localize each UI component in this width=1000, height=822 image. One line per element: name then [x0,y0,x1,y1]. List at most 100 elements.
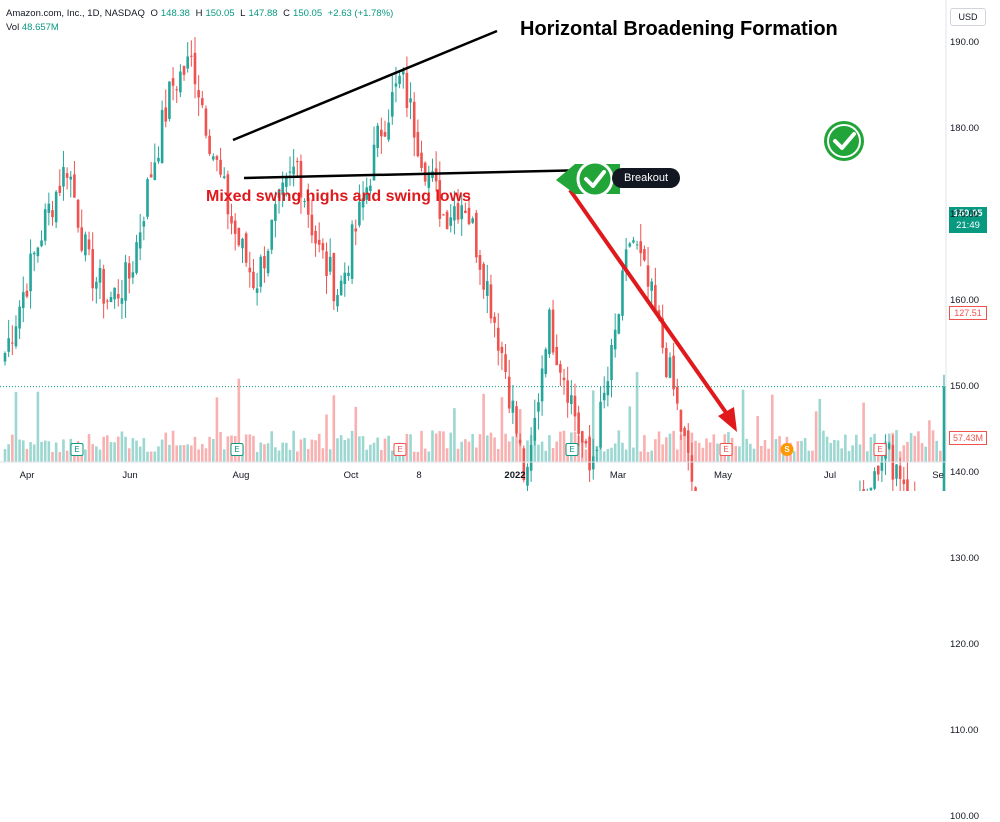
candle [212,153,215,161]
candle [18,300,21,339]
volume-bar [110,442,113,462]
volume-bar [913,436,916,462]
candle [88,232,91,256]
candle [420,141,423,172]
candle [621,266,624,320]
candle [340,275,343,296]
volume-bar [639,451,642,462]
candle [259,254,262,292]
candle [913,482,916,491]
candle [574,384,577,432]
volume-bar [446,448,449,462]
candle [559,361,562,387]
volume-bar [661,444,664,462]
price-tick-label: 130.00 [950,553,979,564]
volume-bar [7,444,10,462]
volume-bar [66,451,69,462]
volume-bar [274,447,277,462]
candle [11,325,14,355]
time-tick-label: Oct [344,470,359,481]
candle [431,159,434,182]
volume-bar [106,435,109,462]
volume-bar [636,372,639,462]
candle [373,126,376,180]
candle [555,334,558,365]
earnings-marker[interactable]: E [231,443,244,456]
candle [146,177,149,219]
volume-bar [438,431,441,462]
candle [194,37,197,98]
candle [292,149,295,186]
candle [639,224,642,266]
candle [870,487,873,491]
candle [245,232,248,267]
volume-bar [745,439,748,462]
candle [110,292,113,302]
candle [157,146,160,164]
horizontal-trendline-top [233,31,497,140]
volume-bar [336,438,339,462]
volume-bar [186,444,189,462]
candle [895,464,898,486]
volume-bar [351,431,354,462]
volume-layer [4,372,946,462]
volume-bar [628,406,631,462]
dividend-marker[interactable]: S [781,443,794,456]
candle [26,283,29,298]
volume-bar [895,430,898,462]
volume-bar [208,437,211,462]
volume-bar [296,451,299,462]
candle [533,400,536,446]
candle [33,251,36,271]
volume-bar [113,442,116,462]
low-price-tag: 127.51 [949,306,987,320]
candlestick-chart[interactable] [0,0,1000,491]
volume-bar [815,411,818,462]
time-tick-label: 8 [416,470,421,481]
volume-bar [906,442,909,462]
candle [877,465,880,481]
volume-bar [88,434,91,462]
currency-button[interactable]: USD [950,8,986,26]
volume-bar [102,437,105,462]
candle [241,238,244,263]
candle [121,280,124,319]
volume-bar [493,437,496,462]
volume-bar [713,434,716,462]
candle [409,82,412,119]
volume-bar [29,442,32,462]
candle [190,40,193,66]
candle [387,109,390,141]
earnings-marker[interactable]: E [566,443,579,456]
candle [256,273,259,306]
volume-bar [121,432,124,462]
candle [906,463,909,491]
candle [343,262,346,296]
candle [442,214,445,216]
earnings-marker[interactable]: E [874,443,887,456]
candle [603,376,606,408]
volume-bar [303,438,306,462]
volume-bar [428,452,431,462]
volume-bar [40,442,43,462]
volume-bar [365,450,368,462]
check-icon [824,121,864,161]
volume-bar [179,445,182,462]
volume-bar [424,449,427,462]
time-tick-label: Jul [824,470,836,481]
candle [106,299,109,310]
breakout-label: Breakout [612,168,680,188]
volume-bar [482,394,485,462]
earnings-marker[interactable]: E [720,443,733,456]
volume-bar [512,436,515,462]
earnings-marker[interactable]: E [71,443,84,456]
volume-bar [837,440,840,462]
volume-bar [55,442,58,462]
candle [628,242,631,248]
candle [610,339,613,398]
volume-bar [314,440,317,462]
candle [183,66,186,81]
candle [55,190,58,228]
earnings-marker[interactable]: E [394,443,407,456]
candle [493,312,496,337]
